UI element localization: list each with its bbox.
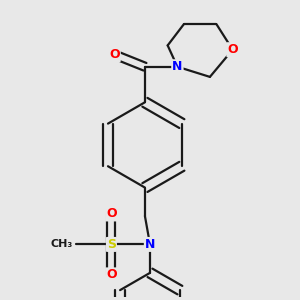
Text: O: O [106, 268, 117, 281]
Text: S: S [107, 238, 116, 251]
Text: O: O [109, 48, 120, 61]
Text: N: N [172, 60, 183, 73]
Text: CH₃: CH₃ [51, 239, 73, 249]
Text: O: O [106, 208, 117, 220]
Text: N: N [145, 238, 155, 251]
Text: O: O [227, 43, 238, 56]
